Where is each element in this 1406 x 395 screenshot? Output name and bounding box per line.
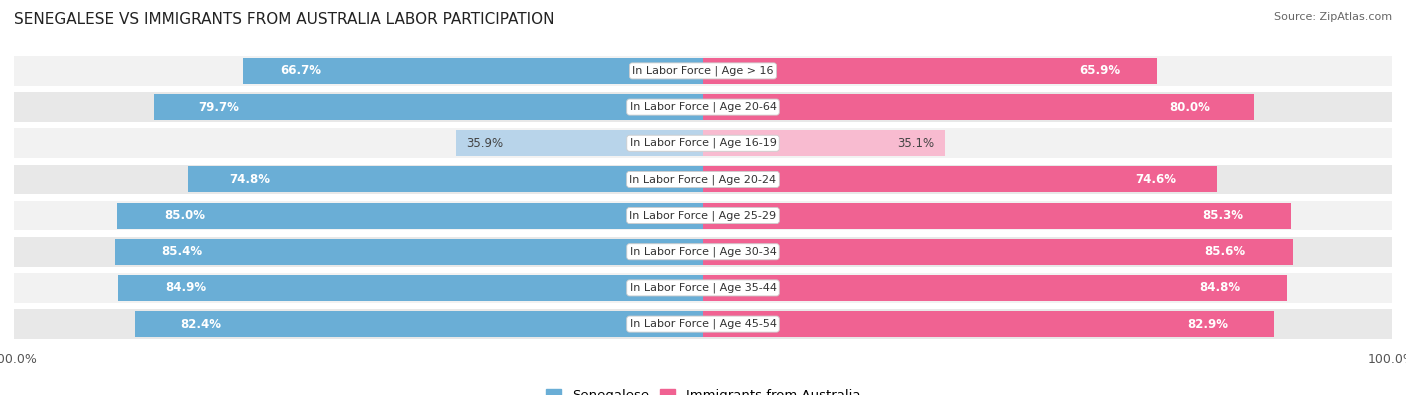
Bar — [14, 237, 1392, 267]
Bar — [703, 275, 1288, 301]
Text: 80.0%: 80.0% — [1170, 101, 1211, 114]
Bar — [703, 130, 945, 156]
Text: 74.8%: 74.8% — [229, 173, 270, 186]
Text: 85.4%: 85.4% — [162, 245, 202, 258]
Text: 85.3%: 85.3% — [1202, 209, 1244, 222]
Bar — [14, 273, 1392, 303]
Text: SENEGALESE VS IMMIGRANTS FROM AUSTRALIA LABOR PARTICIPATION: SENEGALESE VS IMMIGRANTS FROM AUSTRALIA … — [14, 12, 554, 27]
Bar — [118, 275, 703, 301]
Text: Source: ZipAtlas.com: Source: ZipAtlas.com — [1274, 12, 1392, 22]
Bar — [14, 201, 1392, 230]
Text: 84.8%: 84.8% — [1199, 281, 1240, 294]
Text: In Labor Force | Age 35-44: In Labor Force | Age 35-44 — [630, 283, 776, 293]
Text: 84.9%: 84.9% — [165, 281, 207, 294]
Text: In Labor Force | Age 45-54: In Labor Force | Age 45-54 — [630, 319, 776, 329]
Text: 79.7%: 79.7% — [198, 101, 239, 114]
Bar — [117, 203, 703, 229]
Bar — [14, 309, 1392, 339]
Bar — [703, 166, 1218, 192]
Bar — [703, 239, 1292, 265]
Bar — [703, 94, 1254, 120]
Legend: Senegalese, Immigrants from Australia: Senegalese, Immigrants from Australia — [540, 384, 866, 395]
Text: 85.6%: 85.6% — [1205, 245, 1246, 258]
Text: 66.7%: 66.7% — [280, 64, 321, 77]
Text: 35.9%: 35.9% — [465, 137, 503, 150]
Text: 65.9%: 65.9% — [1080, 64, 1121, 77]
Text: 35.1%: 35.1% — [897, 137, 935, 150]
Text: In Labor Force | Age 16-19: In Labor Force | Age 16-19 — [630, 138, 776, 149]
Text: 74.6%: 74.6% — [1135, 173, 1175, 186]
Bar — [135, 311, 703, 337]
Bar — [703, 311, 1274, 337]
Bar — [14, 92, 1392, 122]
Text: In Labor Force | Age 30-34: In Labor Force | Age 30-34 — [630, 246, 776, 257]
Text: 82.9%: 82.9% — [1188, 318, 1229, 331]
Bar — [187, 166, 703, 192]
Bar — [14, 128, 1392, 158]
Text: In Labor Force | Age 25-29: In Labor Force | Age 25-29 — [630, 210, 776, 221]
Text: In Labor Force | Age 20-24: In Labor Force | Age 20-24 — [630, 174, 776, 185]
Bar — [243, 58, 703, 84]
Bar — [153, 94, 703, 120]
Bar — [14, 165, 1392, 194]
Bar — [456, 130, 703, 156]
Bar — [703, 58, 1157, 84]
Text: 82.4%: 82.4% — [181, 318, 222, 331]
Text: 85.0%: 85.0% — [165, 209, 205, 222]
Bar — [14, 56, 1392, 86]
Bar — [115, 239, 703, 265]
Text: In Labor Force | Age > 16: In Labor Force | Age > 16 — [633, 66, 773, 76]
Bar — [703, 203, 1291, 229]
Text: In Labor Force | Age 20-64: In Labor Force | Age 20-64 — [630, 102, 776, 112]
